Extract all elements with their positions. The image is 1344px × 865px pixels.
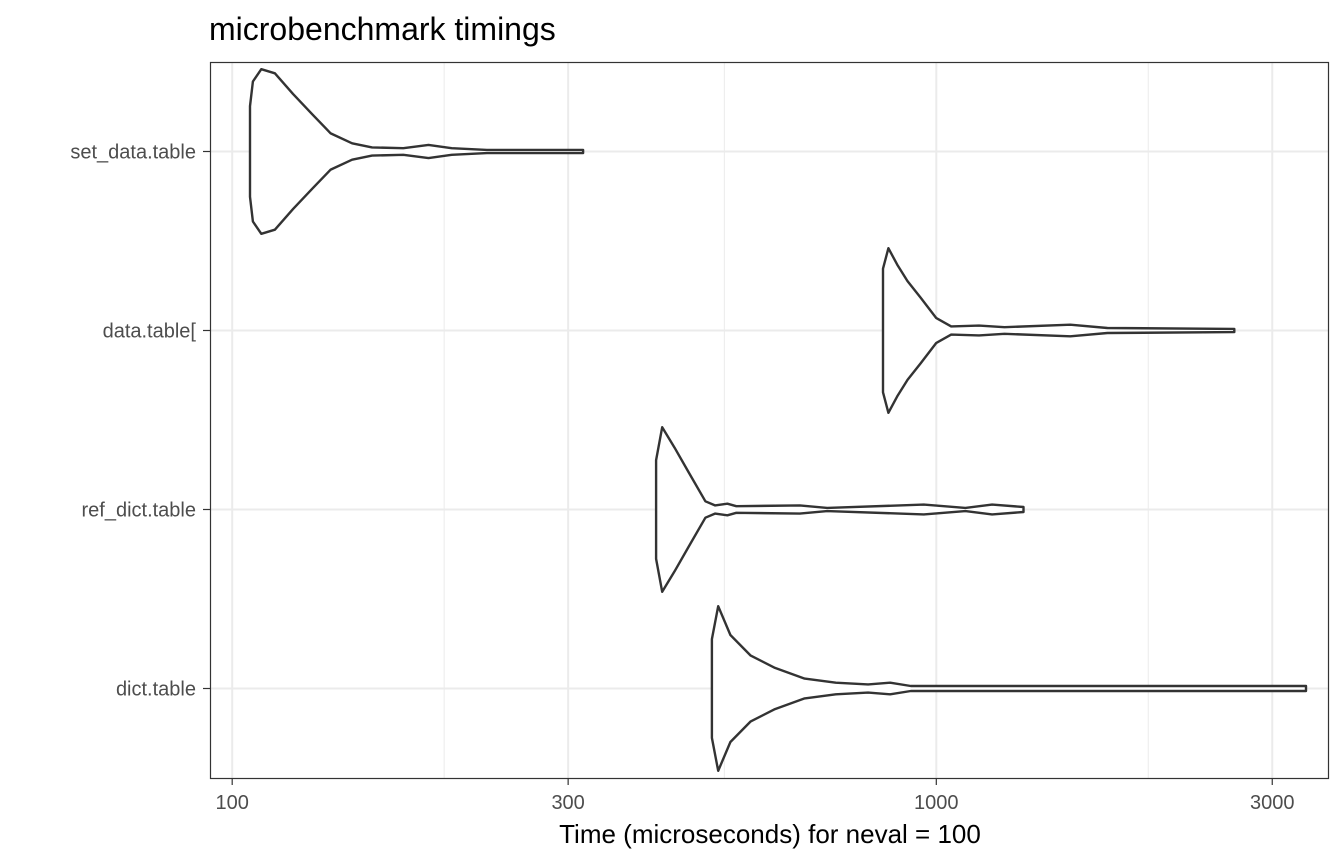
x-tick-label: 3000 [1250,792,1295,814]
x-tick-label: 100 [216,792,249,814]
y-tick-label: dict.table [116,679,196,701]
y-tick-label: set_data.table [70,142,196,164]
violin-ref-dict-table [654,426,1025,593]
panel-border [209,61,1330,780]
violin-data-table [881,247,1236,414]
y-tick-label: ref_dict.table [81,500,196,522]
x-axis: 100 300 1000 3000 [216,778,1295,814]
x-tick-label: 1000 [914,792,959,814]
y-tick-label: data.table[ [103,321,197,343]
y-axis: set_data.table data.table[ ref_dict.tabled… [70,142,210,701]
violin-set-data-table [248,68,585,235]
chart-title: microbenchmark timings [209,11,556,47]
violin-dict-table [710,605,1308,772]
violin-layer [248,68,1308,772]
x-tick-label: 300 [551,792,584,814]
x-axis-title: Time (microseconds) for neval = 100 [559,819,981,849]
